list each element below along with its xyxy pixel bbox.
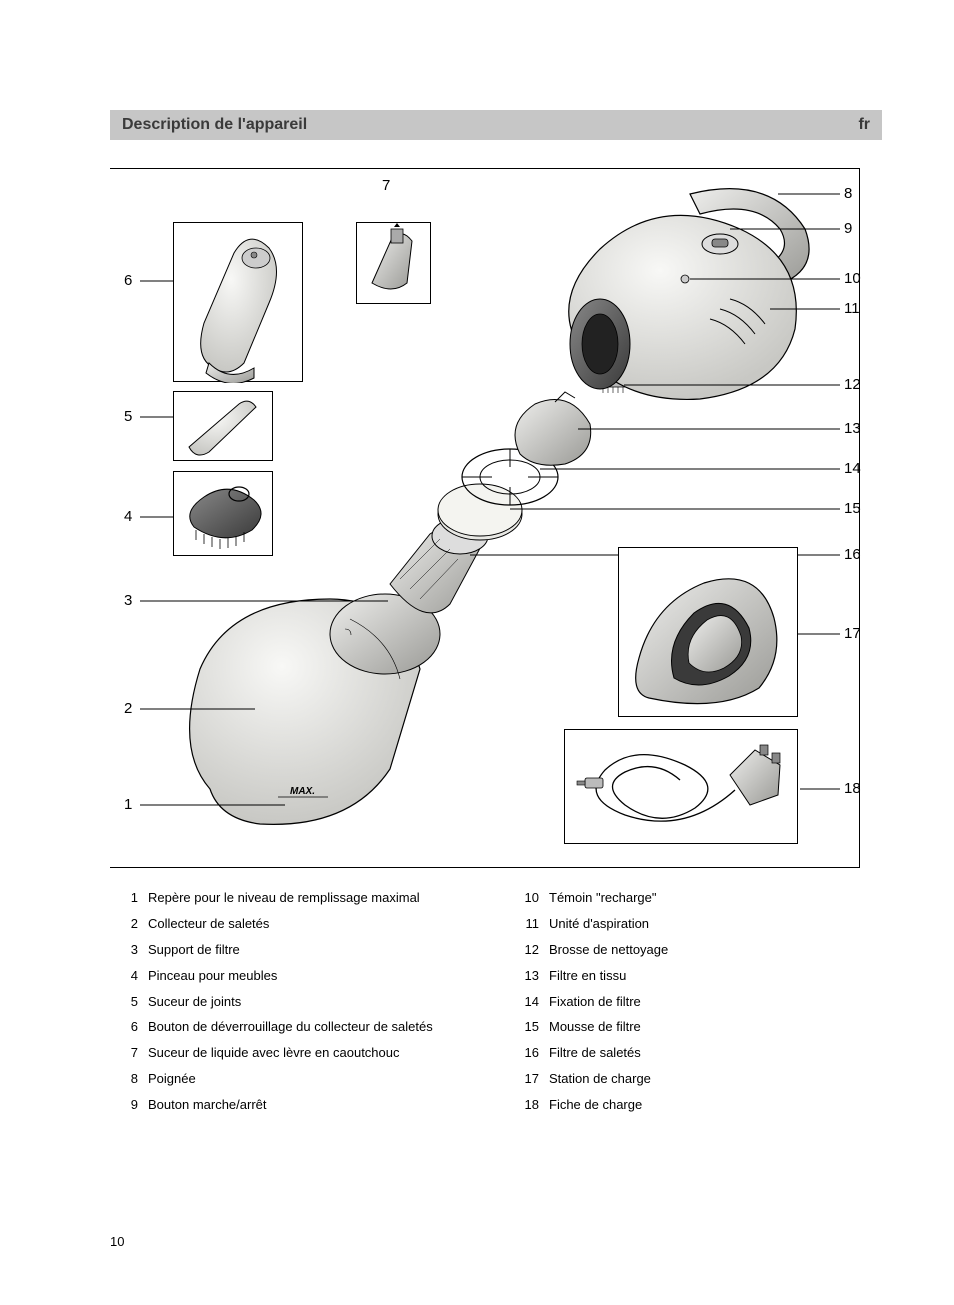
inset-charger-plug [564, 729, 798, 844]
legend-num: 1 [120, 890, 138, 907]
legend-num: 3 [120, 942, 138, 959]
legend-num: 6 [120, 1019, 138, 1036]
legend-num: 16 [521, 1045, 539, 1062]
legend-num: 15 [521, 1019, 539, 1036]
legend-num: 10 [521, 890, 539, 907]
legend-item: 5 Suceur de joints [120, 994, 481, 1011]
legend-text: Témoin "recharge" [549, 890, 657, 907]
legend-text: Mousse de filtre [549, 1019, 641, 1036]
section-title: Description de l'appareil [122, 116, 307, 134]
legend-num: 8 [120, 1071, 138, 1088]
inset-furniture-brush [173, 471, 273, 556]
legend-num: 14 [521, 994, 539, 1011]
legend-item: 18 Fiche de charge [521, 1097, 882, 1114]
legend-num: 12 [521, 942, 539, 959]
legend-item: 4 Pinceau pour meubles [120, 968, 481, 985]
callout-8: 8 [844, 185, 852, 202]
legend-text: Fiche de charge [549, 1097, 642, 1114]
page-number: 10 [110, 1234, 124, 1249]
legend-item: 15 Mousse de filtre [521, 1019, 882, 1036]
inset-release-button [173, 222, 303, 382]
legend-text: Collecteur de saletés [148, 916, 269, 933]
legend-num: 4 [120, 968, 138, 985]
legend-item: 11 Unité d'aspiration [521, 916, 882, 933]
legend-item: 16 Filtre de saletés [521, 1045, 882, 1062]
callout-9: 9 [844, 220, 852, 237]
legend-text: Filtre de saletés [549, 1045, 641, 1062]
legend-num: 17 [521, 1071, 539, 1088]
callout-18: 18 [844, 780, 861, 797]
legend-item: 3 Support de filtre [120, 942, 481, 959]
legend-item: 14 Fixation de filtre [521, 994, 882, 1011]
callout-10: 10 [844, 270, 861, 287]
legend-item: 2 Collecteur de saletés [120, 916, 481, 933]
callout-6: 6 [124, 272, 132, 289]
legend-text: Unité d'aspiration [549, 916, 649, 933]
callout-16: 16 [844, 546, 861, 563]
legend-column-1: 1 Repère pour le niveau de remplissage ma… [120, 890, 481, 1123]
legend-text: Poignée [148, 1071, 196, 1088]
legend-num: 7 [120, 1045, 138, 1062]
callout-5: 5 [124, 408, 132, 425]
callout-3: 3 [124, 592, 132, 609]
callout-1: 1 [124, 796, 132, 813]
legend-item: 6 Bouton de déverrouillage du collecteur … [120, 1019, 481, 1036]
section-header: Description de l'appareil fr [110, 110, 882, 140]
legend-text: Pinceau pour meubles [148, 968, 277, 985]
manual-page: Description de l'appareil fr [0, 0, 954, 1305]
callout-7: 7 [382, 177, 390, 194]
legend-text: Bouton de déverrouillage du collecteur d… [148, 1019, 433, 1036]
legend-text: Filtre en tissu [549, 968, 626, 985]
legend-text: Bouton marche/arrêt [148, 1097, 267, 1114]
callout-12: 12 [844, 376, 861, 393]
legend-item: 8 Poignée [120, 1071, 481, 1088]
legend-num: 11 [521, 916, 539, 933]
legend-num: 13 [521, 968, 539, 985]
legend-item: 13 Filtre en tissu [521, 968, 882, 985]
callout-15: 15 [844, 500, 861, 517]
callout-14: 14 [844, 460, 861, 477]
legend-num: 5 [120, 994, 138, 1011]
legend-text: Suceur de joints [148, 994, 241, 1011]
parts-legend: 1 Repère pour le niveau de remplissage ma… [120, 890, 882, 1123]
language-code: fr [858, 116, 870, 134]
diagram-frame: MAX. [110, 168, 860, 868]
callout-2: 2 [124, 700, 132, 717]
legend-num: 18 [521, 1097, 539, 1114]
callout-11: 11 [844, 300, 860, 317]
legend-item: 9 Bouton marche/arrêt [120, 1097, 481, 1114]
legend-text: Support de filtre [148, 942, 240, 959]
legend-item: 17 Station de charge [521, 1071, 882, 1088]
legend-item: 1 Repère pour le niveau de remplissage ma… [120, 890, 481, 907]
legend-num: 9 [120, 1097, 138, 1114]
legend-text: Suceur de liquide avec lèvre en caoutcho… [148, 1045, 400, 1062]
callout-13: 13 [844, 420, 861, 437]
callout-4: 4 [124, 508, 132, 525]
svg-text:MAX.: MAX. [290, 786, 315, 797]
inset-crevice-tool [173, 391, 273, 461]
legend-num: 2 [120, 916, 138, 933]
inset-charging-station [618, 547, 798, 717]
legend-column-2: 10 Témoin "recharge" 11 Unité d'aspiration… [521, 890, 882, 1123]
legend-text: Fixation de filtre [549, 994, 641, 1011]
legend-text: Brosse de nettoyage [549, 942, 668, 959]
legend-text: Station de charge [549, 1071, 651, 1088]
legend-item: 7 Suceur de liquide avec lèvre en caoutch… [120, 1045, 481, 1062]
callout-17: 17 [844, 625, 861, 642]
legend-text: Repère pour le niveau de remplissage max… [148, 890, 420, 907]
legend-item: 10 Témoin "recharge" [521, 890, 882, 907]
inset-liquid-nozzle [356, 222, 431, 304]
legend-item: 12 Brosse de nettoyage [521, 942, 882, 959]
